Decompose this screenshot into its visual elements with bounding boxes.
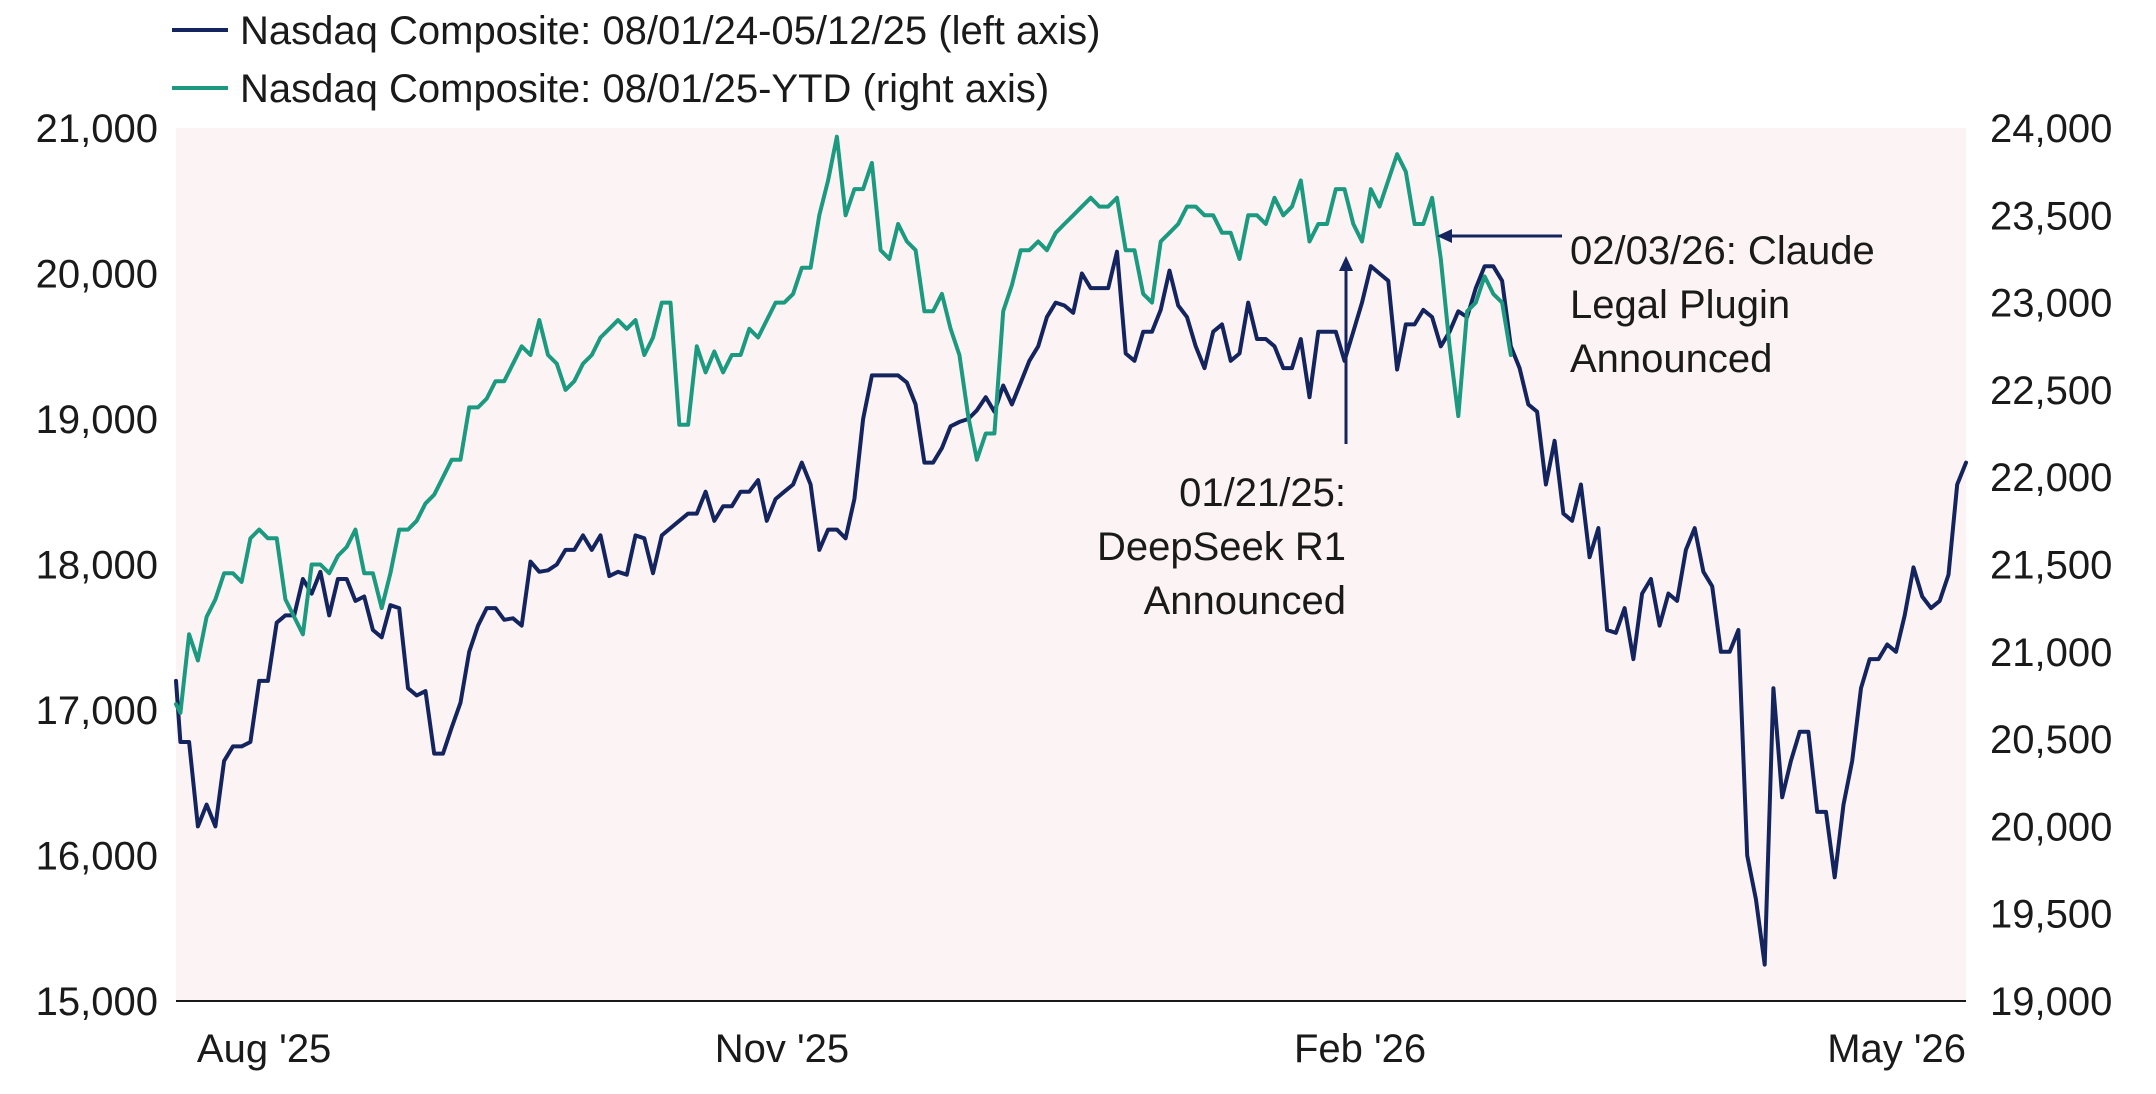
series-layer [174, 134, 1968, 967]
series-line-2 [174, 134, 1513, 715]
legend: Nasdaq Composite: 08/01/24-05/12/25 (lef… [172, 9, 1101, 111]
y-right-tick-label: 22,500 [1990, 369, 2112, 413]
annotation-deepseek-line-3: Announced [1144, 579, 1346, 623]
y-right-tick-label: 24,000 [1990, 107, 2112, 151]
y-left-tick-label: 18,000 [36, 544, 158, 588]
annotation-arrowhead [1339, 256, 1353, 271]
legend-label-series-2: Nasdaq Composite: 08/01/25-YTD (right ax… [240, 67, 1049, 111]
annotation-deepseek-line-2: DeepSeek R1 [1097, 525, 1346, 569]
y-right-tick-label: 20,500 [1990, 718, 2112, 762]
annotation-deepseek-line-1: 01/21/25: [1179, 471, 1346, 515]
annotation-claude-legal-plugin: 02/03/26: Claude Legal Plugin Announced [1437, 229, 1875, 381]
annotation-claude-line-3: Announced [1570, 337, 1772, 381]
y-left-tick-label: 16,000 [36, 835, 158, 879]
x-tick-label: Aug '25 [197, 1027, 331, 1071]
y-right-tick-label: 20,000 [1990, 805, 2112, 849]
annotation-claude-line-2: Legal Plugin [1570, 283, 1790, 327]
annotation-claude-line-1: 02/03/26: Claude [1570, 229, 1875, 273]
y-right-tick-label: 19,000 [1990, 980, 2112, 1024]
y-axis-right: 19,000 19,500 20,000 20,500 21,000 21,500 22,0… [1990, 107, 2112, 1024]
legend-label-series-1: Nasdaq Composite: 08/01/24-05/12/25 (lef… [240, 9, 1101, 53]
x-tick-label: Nov '25 [715, 1027, 849, 1071]
y-right-tick-label: 23,500 [1990, 194, 2112, 238]
y-right-tick-label: 19,500 [1990, 893, 2112, 937]
y-right-tick-label: 21,000 [1990, 631, 2112, 675]
y-right-tick-label: 22,000 [1990, 456, 2112, 500]
y-left-tick-label: 17,000 [36, 689, 158, 733]
x-tick-label: Feb '26 [1294, 1027, 1426, 1071]
y-left-tick-label: 20,000 [36, 253, 158, 297]
series-line-1 [174, 249, 1968, 967]
y-axis-left: 15,000 16,000 17,000 18,000 19,000 20,000 21,0… [36, 107, 158, 1024]
x-tick-label: May '26 [1827, 1027, 1966, 1071]
y-left-tick-label: 19,000 [36, 398, 158, 442]
y-left-tick-label: 15,000 [36, 980, 158, 1024]
y-right-tick-label: 21,500 [1990, 544, 2112, 588]
annotation-arrowhead [1437, 229, 1452, 243]
y-right-tick-label: 23,000 [1990, 282, 2112, 326]
x-axis: Aug '25 Nov '25 Feb '26 May '26 [197, 1027, 1966, 1071]
annotation-deepseek-r1: 01/21/25: DeepSeek R1 Announced [1097, 256, 1353, 623]
y-left-tick-label: 21,000 [36, 107, 158, 151]
plot-background [176, 128, 1966, 1001]
